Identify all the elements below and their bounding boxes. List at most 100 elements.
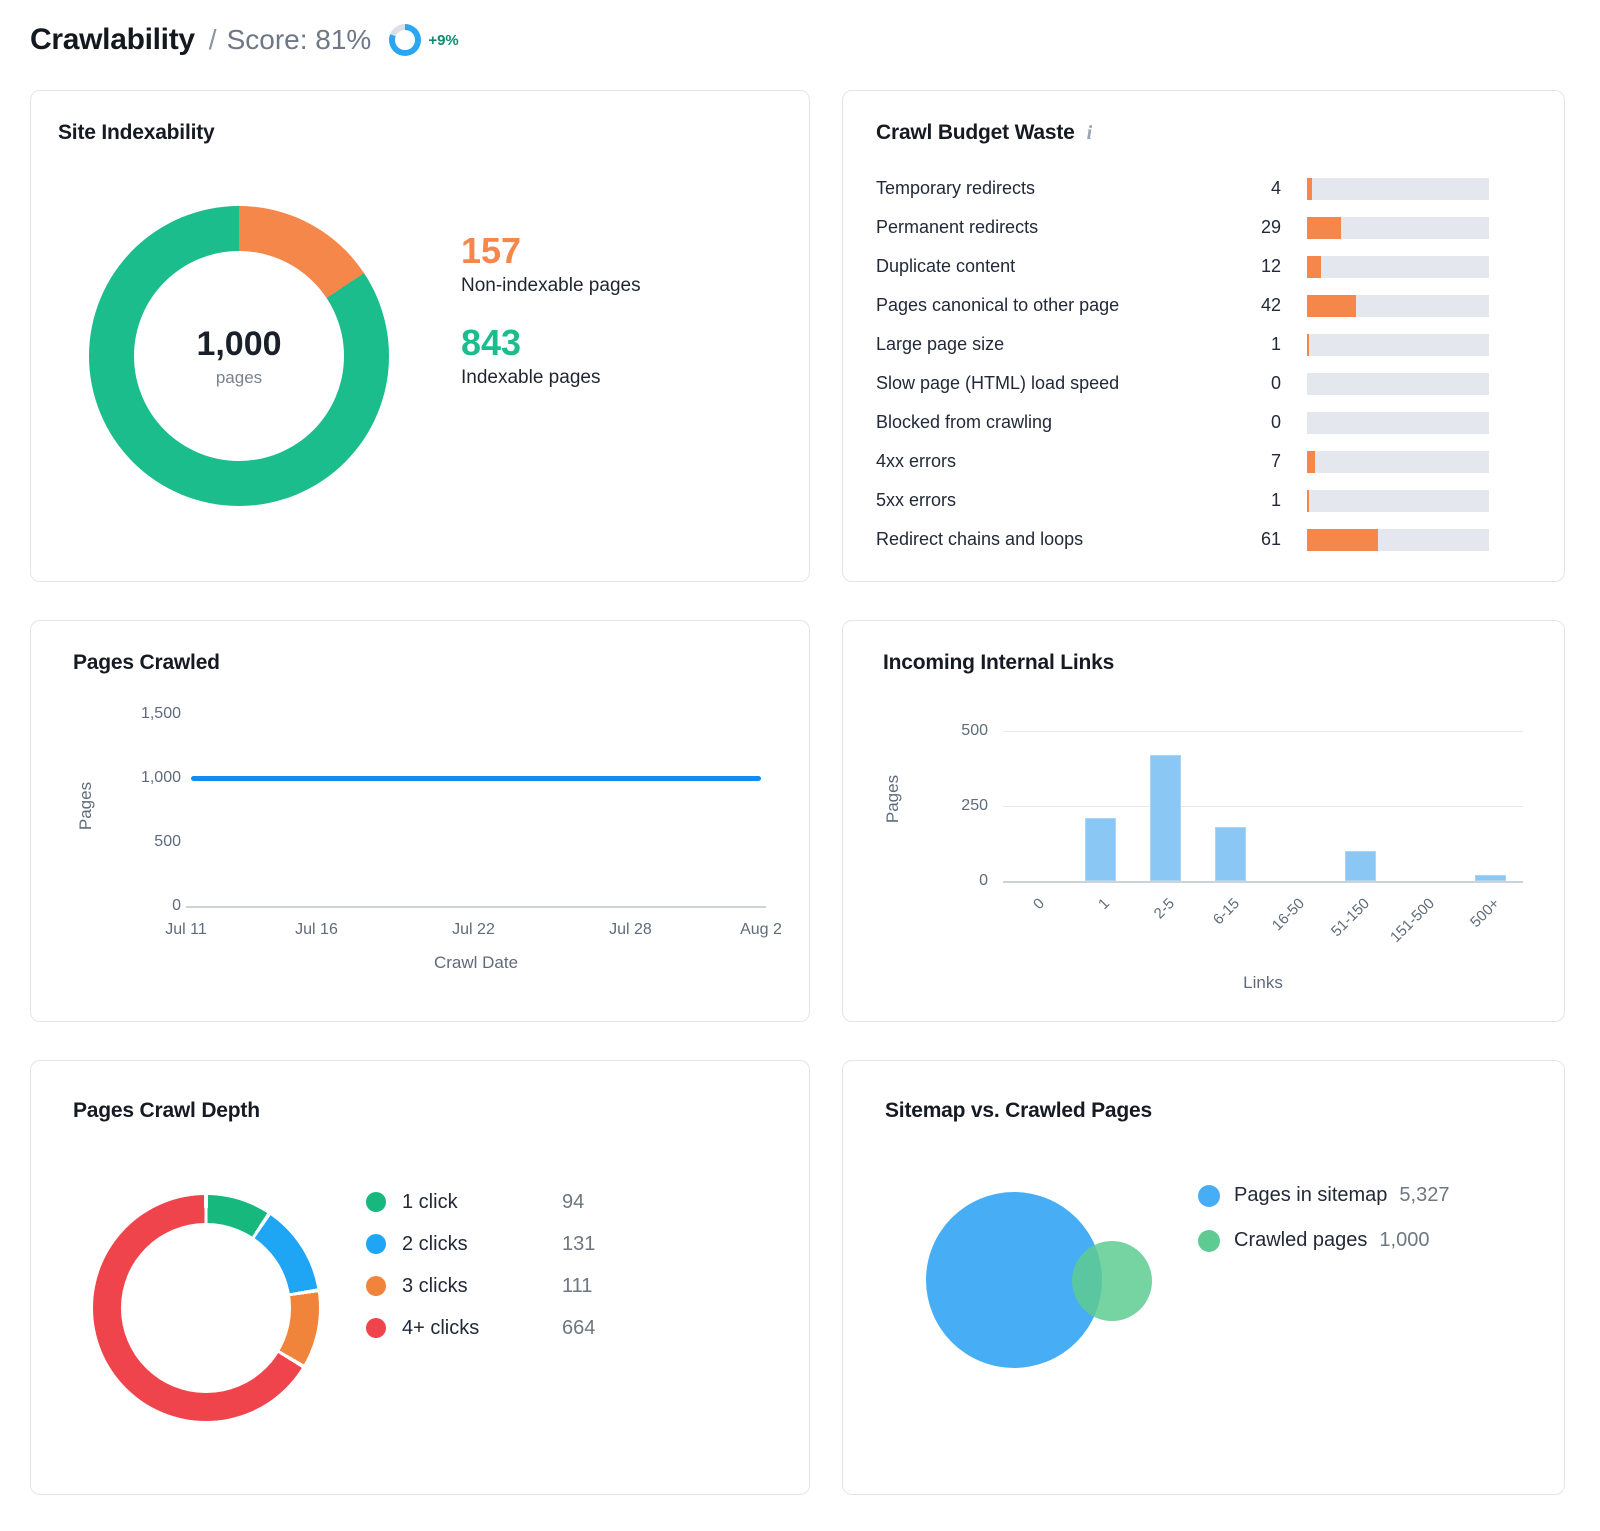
x-axis-line bbox=[1003, 881, 1523, 883]
budget-row-bar-track bbox=[1307, 411, 1489, 434]
budget-row-bar-track bbox=[1307, 333, 1489, 356]
legend-label: 1 click bbox=[402, 1190, 458, 1213]
x-tick-jul-22: Jul 22 bbox=[452, 921, 495, 938]
score-delta-badge: +9% bbox=[428, 31, 459, 49]
budget-row-value: 1 bbox=[1270, 334, 1281, 354]
total-pages-value: 1,000 bbox=[196, 324, 282, 363]
legend-value: 111 bbox=[562, 1274, 593, 1297]
legend-value: 94 bbox=[562, 1190, 585, 1213]
budget-row-value: 12 bbox=[1260, 256, 1281, 276]
bar-2-5 bbox=[1150, 755, 1181, 881]
legend-dot-1-click bbox=[366, 1192, 386, 1212]
budget-row-value: 7 bbox=[1270, 451, 1281, 471]
card-title-pages-crawled: Pages Crawled bbox=[73, 651, 220, 674]
budget-row-bar-fill bbox=[1307, 528, 1378, 551]
budget-row-label: Redirect chains and loops bbox=[876, 529, 1084, 549]
y-tick-500: 500 bbox=[961, 722, 988, 739]
total-pages-unit: pages bbox=[215, 367, 263, 387]
card-crawl-budget-waste: Crawl Budget Waste i Temporary redirects … bbox=[842, 90, 1565, 582]
cards-grid: Site Indexability 1,000 pages 157 Non-in… bbox=[30, 90, 1565, 1495]
indexable-label: Indexable pages bbox=[461, 367, 601, 388]
budget-row-label: Temporary redirects bbox=[876, 178, 1036, 198]
budget-row-bar-track bbox=[1307, 372, 1489, 395]
legend-value: 5,327 bbox=[1399, 1184, 1450, 1206]
card-incoming-internal-links: Incoming Internal Links 500 250 0 Pages … bbox=[842, 620, 1565, 1022]
y-tick-250: 250 bbox=[961, 797, 988, 814]
budget-row-pages-canonical: Pages canonical to other page 42 bbox=[876, 286, 1489, 325]
info-icon[interactable]: i bbox=[1086, 122, 1093, 144]
budget-row-bar-track bbox=[1307, 216, 1489, 239]
x-tick-1: 1 bbox=[1094, 895, 1113, 913]
budget-row-bar-track bbox=[1307, 450, 1489, 473]
x-tick-jul-11: Jul 11 bbox=[165, 921, 207, 938]
legend-value: 664 bbox=[562, 1316, 596, 1339]
budget-row-label: Duplicate content bbox=[876, 256, 1016, 276]
x-axis-title-links: Links bbox=[1243, 973, 1283, 992]
card-title-pages-crawl-depth: Pages Crawl Depth bbox=[73, 1099, 260, 1122]
budget-row-value: 61 bbox=[1260, 529, 1281, 549]
gridline-500 bbox=[1003, 731, 1523, 732]
budget-row-4xx-errors: 4xx errors 7 bbox=[876, 442, 1489, 481]
x-tick-jul-16: Jul 16 bbox=[295, 921, 338, 938]
x-tick-51-150: 51-150 bbox=[1327, 895, 1373, 941]
budget-row-bar-track bbox=[1307, 489, 1489, 512]
card-site-indexability: Site Indexability 1,000 pages 157 Non-in… bbox=[30, 90, 810, 582]
budget-row-label: 5xx errors bbox=[876, 490, 957, 510]
score-progress-ring-icon bbox=[389, 24, 422, 56]
crawl-depth-legend: 1 click 94 2 clicks 131 3 clicks 111 4+ … bbox=[366, 1181, 595, 1349]
legend-label: 4+ clicks bbox=[402, 1316, 480, 1339]
budget-row-bar-track bbox=[1307, 294, 1489, 317]
budget-row-label: Large page size bbox=[876, 334, 1005, 354]
legend-value: 1,000 bbox=[1379, 1229, 1430, 1251]
card-pages-crawl-depth: Pages Crawl Depth 1 click 94 2 clicks 13… bbox=[30, 1060, 810, 1495]
legend-row-crawled-pages: Crawled pages 1,000 bbox=[1198, 1218, 1449, 1263]
budget-row-5xx-errors: 5xx errors 1 bbox=[876, 481, 1489, 520]
x-axis-line bbox=[186, 906, 766, 908]
card-title-sitemap-vs-crawled: Sitemap vs. Crawled Pages bbox=[885, 1099, 1152, 1122]
x-tick-16-50: 16-50 bbox=[1268, 895, 1308, 935]
budget-row-temporary-redirects: Temporary redirects 4 bbox=[876, 169, 1489, 208]
budget-row-bar-fill bbox=[1307, 333, 1309, 356]
pages-crawled-line-series bbox=[191, 776, 761, 781]
budget-row-value: 42 bbox=[1260, 295, 1281, 315]
legend-dot-4-plus-clicks bbox=[366, 1318, 386, 1338]
bar-500+ bbox=[1475, 875, 1506, 881]
donut-hole bbox=[121, 1223, 291, 1393]
budget-row-label: Permanent redirects bbox=[876, 217, 1039, 237]
crawl-depth-donut-chart bbox=[93, 1195, 319, 1421]
crawl-budget-waste-title-text: Crawl Budget Waste bbox=[876, 121, 1075, 144]
y-tick-1500: 1,500 bbox=[140, 705, 181, 722]
budget-row-bar-track bbox=[1307, 255, 1489, 278]
budget-row-bar-fill bbox=[1307, 450, 1316, 473]
budget-row-slow-page-load: Slow page (HTML) load speed 0 bbox=[876, 364, 1489, 403]
budget-row-bar-fill bbox=[1307, 177, 1312, 200]
budget-row-blocked-from-crawling: Blocked from crawling 0 bbox=[876, 403, 1489, 442]
x-tick-jul-28: Jul 28 bbox=[609, 921, 652, 938]
y-tick-1000: 1,000 bbox=[140, 769, 181, 786]
budget-row-permanent-redirects: Permanent redirects 29 bbox=[876, 208, 1489, 247]
budget-row-value: 0 bbox=[1270, 412, 1281, 432]
legend-label: 2 clicks bbox=[402, 1232, 468, 1255]
x-axis-title-crawl-date: Crawl Date bbox=[433, 953, 519, 972]
x-tick-6-15: 6-15 bbox=[1209, 895, 1243, 929]
budget-row-bar-track bbox=[1307, 177, 1489, 200]
legend-value: 131 bbox=[562, 1232, 596, 1255]
crawl-budget-rows: Temporary redirects 4 Permanent redirect… bbox=[876, 169, 1489, 559]
card-pages-crawled: Pages Crawled 1,500 1,000 500 0 Pages Ju… bbox=[30, 620, 810, 1022]
budget-row-bar-track bbox=[1307, 528, 1489, 551]
legend-row-1-click: 1 click 94 bbox=[366, 1181, 595, 1223]
y-tick-0: 0 bbox=[172, 897, 181, 914]
budget-row-duplicate-content: Duplicate content 12 bbox=[876, 247, 1489, 286]
y-tick-0: 0 bbox=[979, 872, 988, 889]
x-tick-500+: 500+ bbox=[1466, 895, 1503, 931]
bar-6-15 bbox=[1215, 827, 1246, 881]
indexable-count: 843 bbox=[461, 322, 522, 363]
budget-row-bar-fill bbox=[1307, 294, 1356, 317]
y-axis-title-pages: Pages bbox=[76, 781, 95, 831]
indexability-stats: 157 Non-indexable pages 843 Indexable pa… bbox=[461, 231, 641, 415]
card-title-site-indexability: Site Indexability bbox=[58, 121, 215, 144]
legend-label: 3 clicks bbox=[402, 1274, 468, 1297]
budget-row-value: 29 bbox=[1260, 217, 1281, 237]
budget-row-bar-fill bbox=[1307, 489, 1309, 512]
